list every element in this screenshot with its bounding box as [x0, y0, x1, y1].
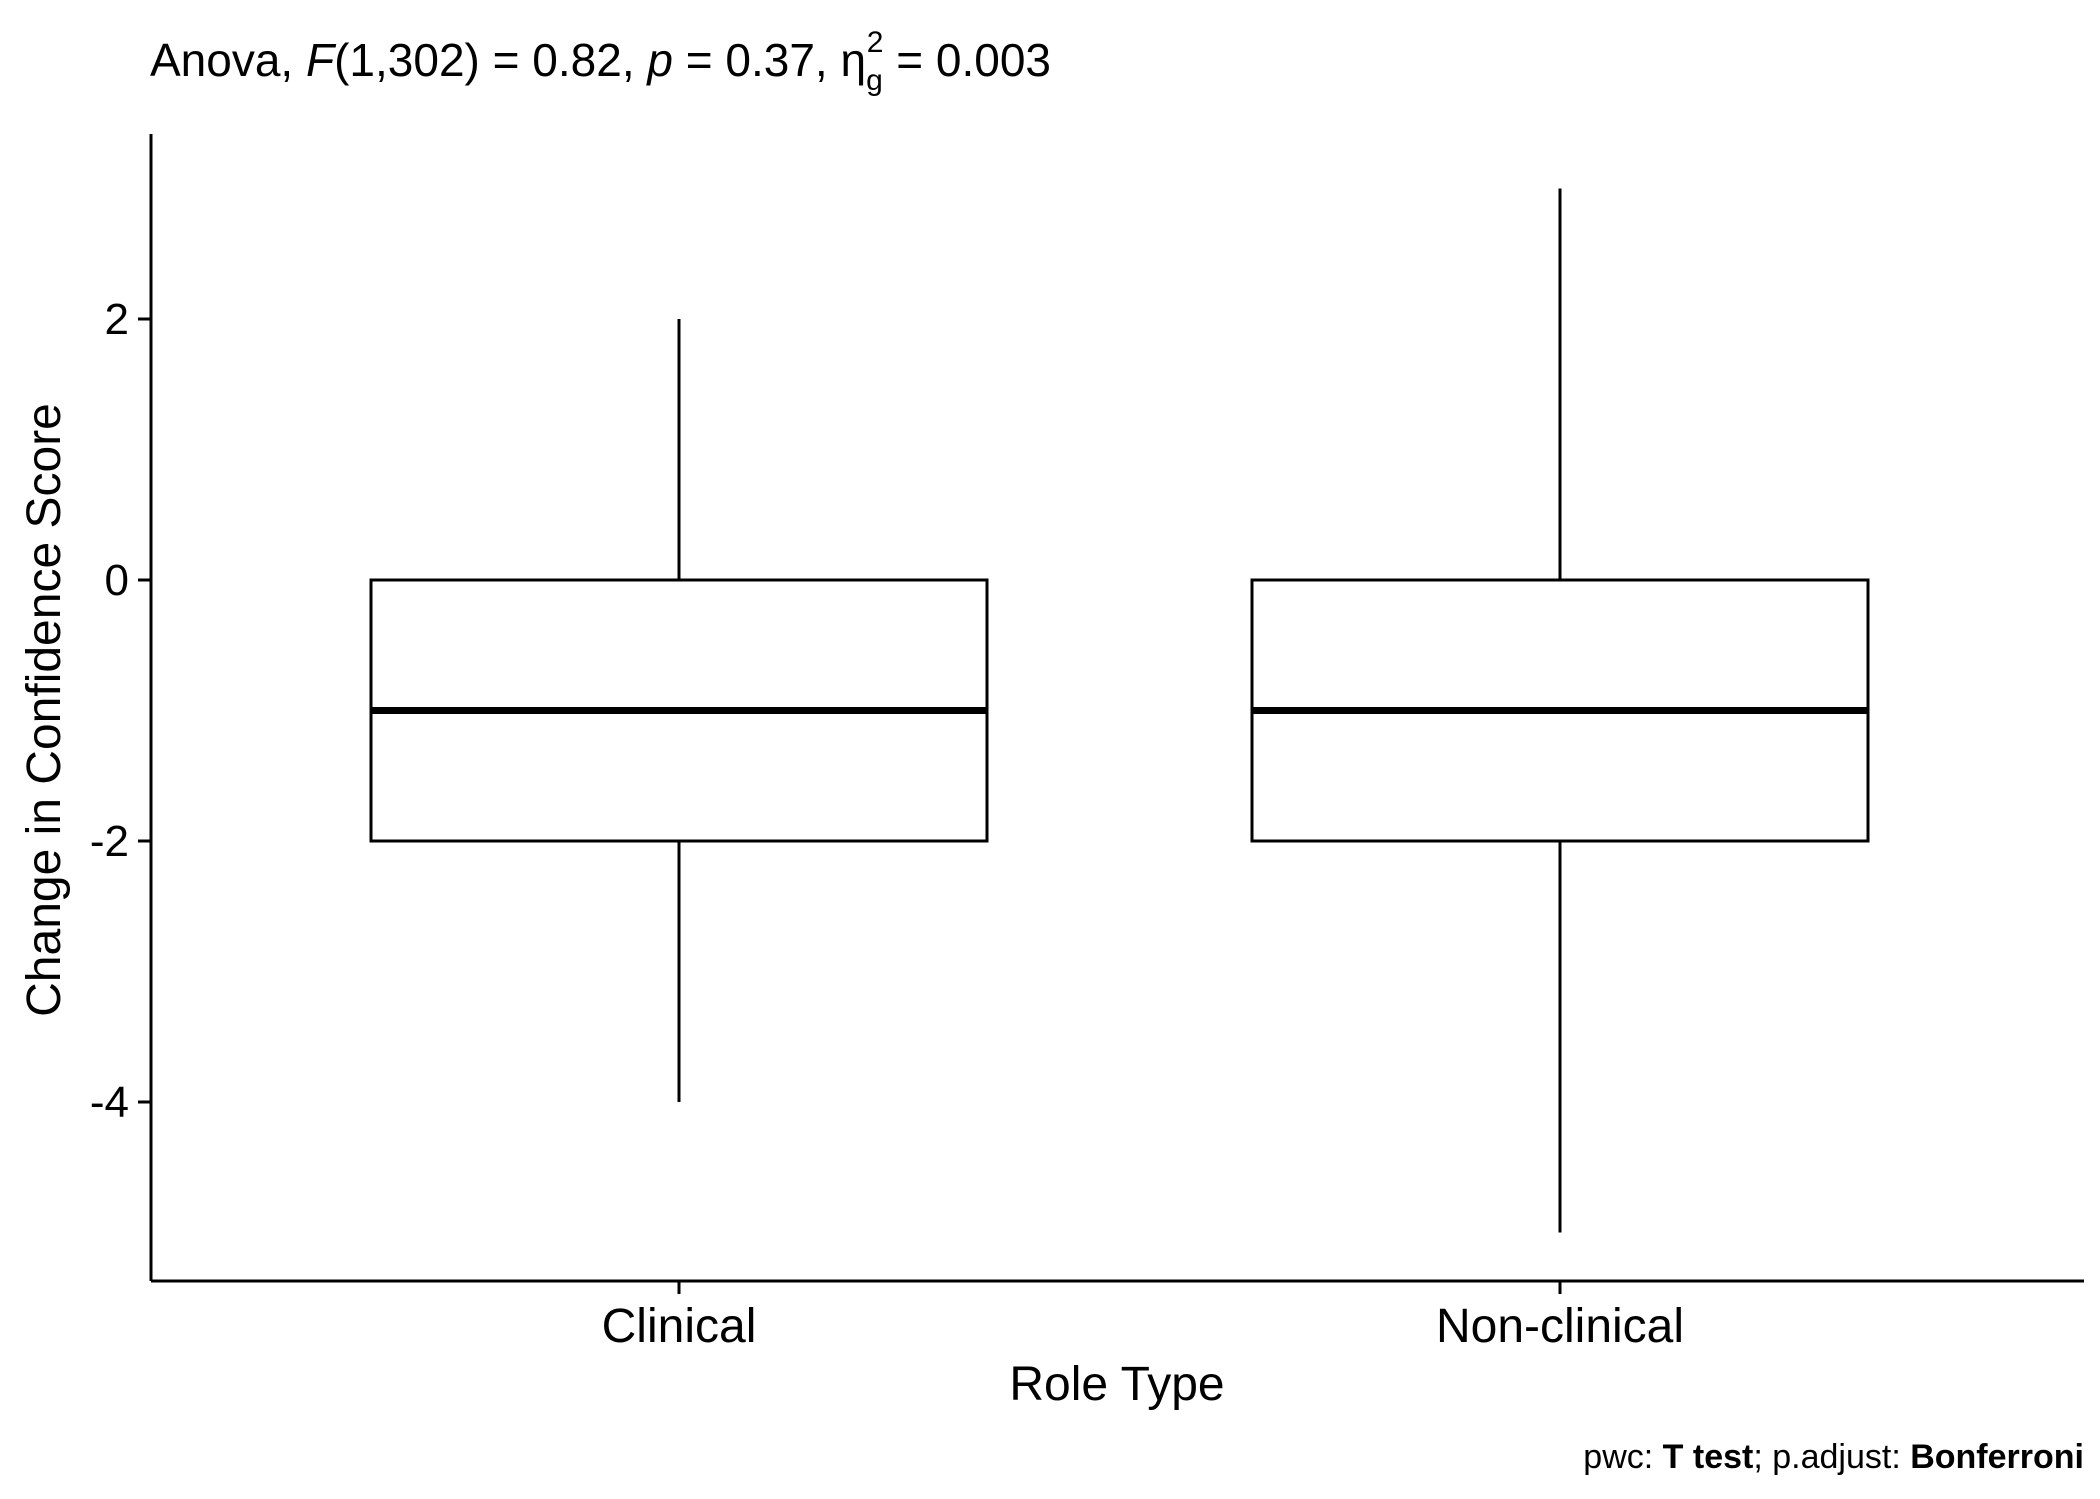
box-non-clinical: [1250, 188, 1870, 1233]
title-p-value: = 0.37,: [673, 34, 841, 86]
title-effect-value: = 0.003: [883, 34, 1051, 86]
caption-adjust-method: Bonferroni: [1910, 1438, 2084, 1476]
title-effect-superscript: 2: [867, 26, 884, 59]
chart-caption: pwc: T test; p.adjust: Bonferroni: [1583, 1438, 2084, 1476]
chart-title: Anova, F(1,302) = 0.82, p = 0.37, ηg 2 = …: [150, 26, 1051, 97]
title-df: (1,302): [334, 34, 480, 86]
title-stat-symbol: F: [306, 34, 337, 86]
x-axis-ticks: Clinical Non-clinical: [602, 1281, 1684, 1353]
y-tick-label: 2: [105, 295, 129, 344]
title-p-symbol: p: [645, 34, 673, 86]
title-prefix: Anova,: [150, 34, 306, 86]
x-tick-label: Non-clinical: [1436, 1300, 1684, 1353]
x-axis-title: Role Type: [1009, 1358, 1224, 1411]
y-tick-label: 0: [105, 556, 129, 605]
caption-pwc: pwc:: [1583, 1438, 1662, 1476]
y-tick-label: -4: [90, 1078, 129, 1127]
x-tick-label: Clinical: [602, 1300, 757, 1353]
caption-padjust: ; p.adjust:: [1753, 1438, 1910, 1476]
caption-method: T test: [1663, 1438, 1754, 1476]
box-clinical: [369, 319, 989, 1102]
title-stat-value: = 0.82,: [480, 34, 648, 86]
y-axis-title: Change in Confidence Score: [18, 403, 71, 1017]
boxplot-boxes: [369, 188, 1870, 1233]
y-axis-ticks: -4 -2 0 2: [90, 295, 151, 1127]
title-effect-symbol: η: [840, 34, 866, 86]
y-tick-label: -2: [90, 817, 129, 866]
title-effect-subscript: g: [866, 64, 883, 97]
